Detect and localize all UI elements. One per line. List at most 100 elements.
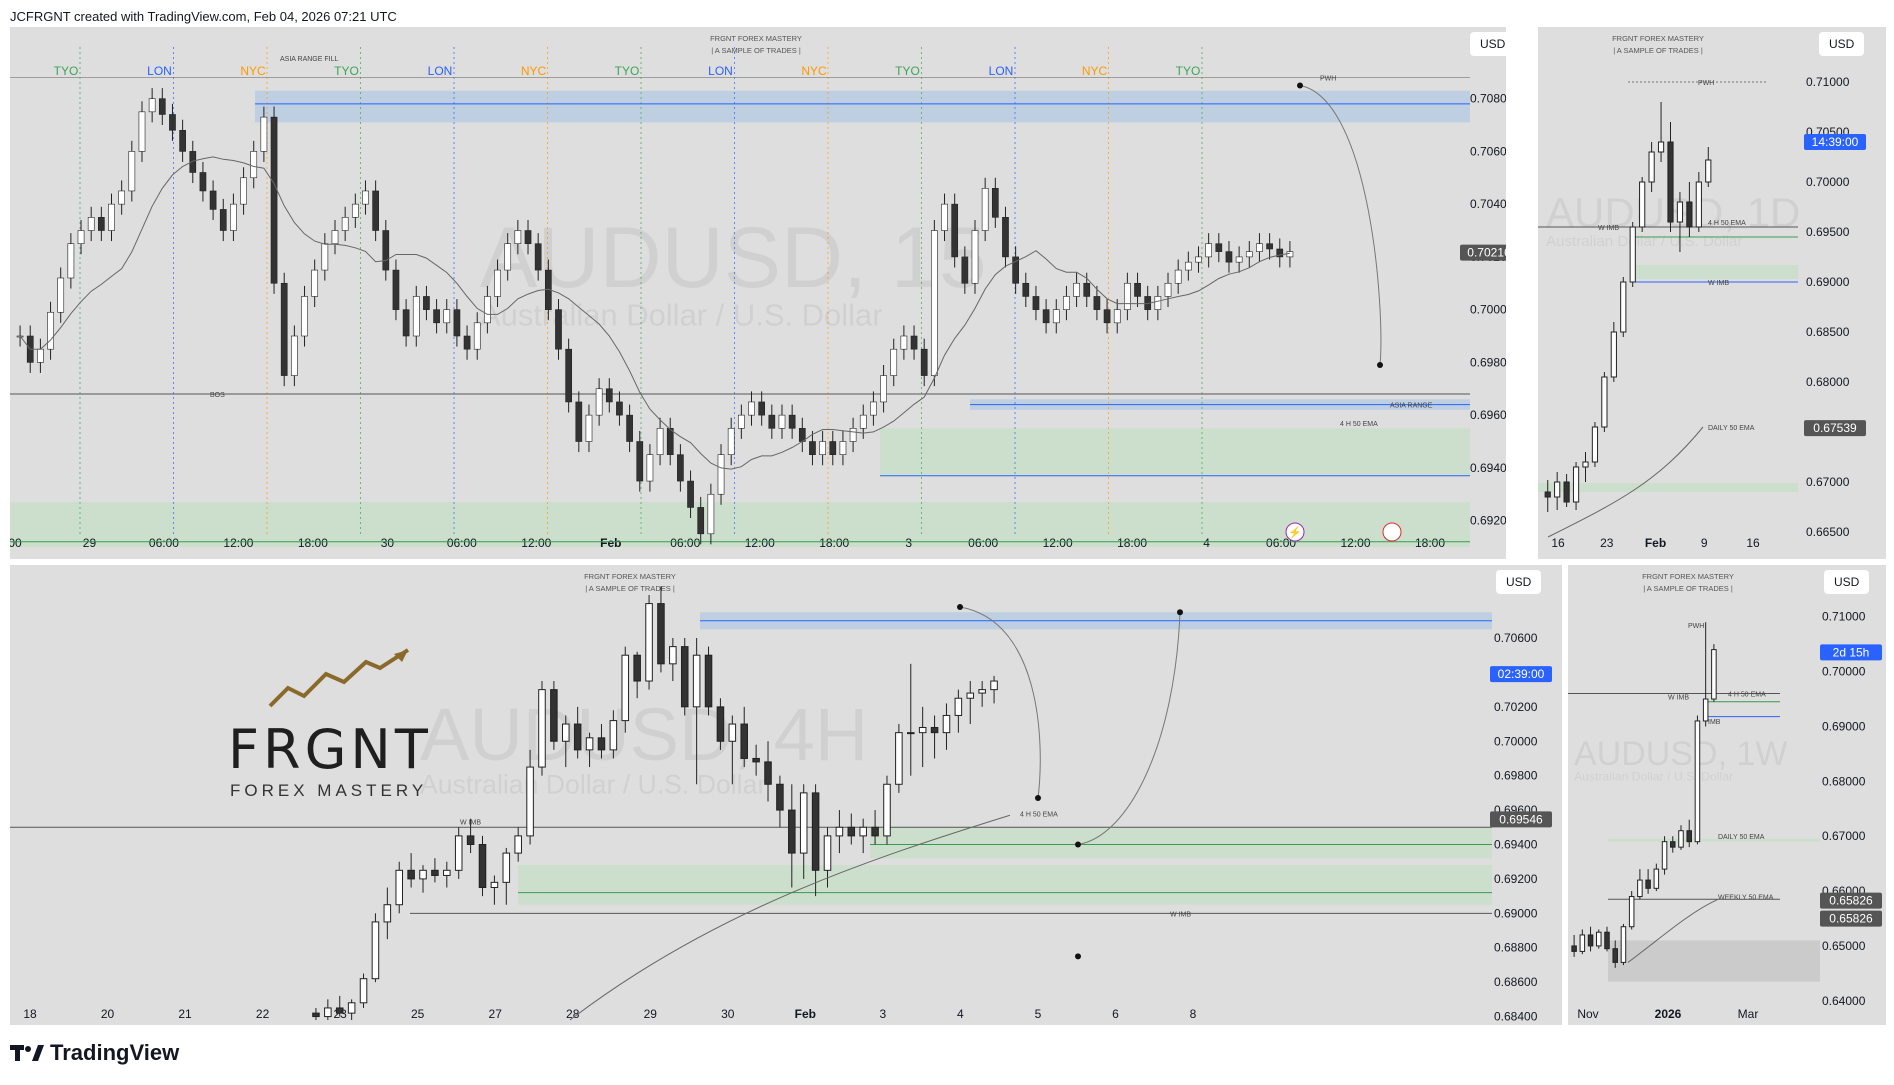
x-tick-label: 00 [10, 536, 22, 550]
candle-body [1134, 282, 1141, 297]
bos-label: BOS [210, 392, 225, 399]
trade-dot-3 [1075, 953, 1081, 960]
candle-body [849, 428, 857, 442]
ema-price-badge: 0.69546 [1499, 812, 1543, 826]
candle-body [1083, 282, 1091, 297]
candle-body [87, 217, 95, 231]
chart-panel-4h[interactable]: AUDUSD, 4H Australian Dollar / U.S. Dolla… [10, 565, 1562, 1025]
candle-body [1645, 879, 1651, 889]
y-tick-label: 0.68000 [1806, 375, 1850, 389]
trade-entry-dot [957, 604, 963, 611]
trade-target-dot-2 [1177, 609, 1183, 616]
session-label: TYO [54, 64, 79, 78]
x-tick-label: 5 [1035, 1007, 1042, 1021]
ema-price-badge-bg [1804, 420, 1866, 437]
candle-body [1124, 282, 1131, 310]
chart-title: FRGNT FOREX MASTERY [1612, 34, 1704, 43]
chart-panel-15m[interactable]: TYO LON NYC TYO LON NYC TYO LON NYC TYO LON NYC TYO A… [10, 27, 1506, 559]
ema-4h-label: 4 H 50 EMA [1728, 692, 1766, 699]
candle-body [443, 869, 451, 876]
candle-body [930, 726, 939, 734]
candle-body [1113, 309, 1121, 324]
candle-body [565, 348, 572, 403]
candle-body [900, 335, 908, 350]
tradingview-logo-text: TradingView [50, 1040, 180, 1065]
y-tick-label: 0.67000 [1822, 829, 1866, 843]
session-label: NYC [801, 64, 827, 78]
candle-body [1235, 256, 1243, 263]
candle-body [895, 732, 903, 785]
session-label: LON [989, 64, 1014, 78]
y-tick-label: 0.70000 [1470, 303, 1506, 317]
ema-4h-label: 4 H 50 EMA [1340, 421, 1378, 428]
candle-body [514, 230, 522, 245]
trade-entry-dot [1297, 82, 1303, 89]
session-label: NYC [240, 64, 266, 78]
currency-button[interactable]: USD [1824, 570, 1870, 594]
candle-body [383, 904, 392, 923]
pwh-label: PWH [1320, 76, 1336, 83]
candle-body [847, 826, 856, 837]
candle-body [118, 190, 126, 205]
x-tick-label: 4 [1203, 536, 1210, 550]
candle-timer-badge-bg [1820, 644, 1882, 661]
ema-price-badge-2-bg [1820, 910, 1882, 927]
candle-body [550, 689, 558, 742]
tradingview-logo[interactable]: TradingView [10, 1040, 179, 1066]
candle-body [920, 348, 928, 376]
candle-body [1657, 141, 1665, 153]
candle-body [77, 230, 85, 245]
x-tick-label: 18:00 [298, 536, 328, 550]
session-label: TYO [615, 64, 640, 78]
weekly-ema-label: WEEKLY 50 EMA [1718, 895, 1774, 902]
candle-body [351, 203, 359, 218]
x-tick-label: 18 [23, 1007, 37, 1021]
chart-svg-15m[interactable]: TYO LON NYC TYO LON NYC TYO LON NYC TYO LON NYC TYOA… [10, 27, 1506, 559]
candle-body [1266, 243, 1273, 250]
candle-body [646, 454, 654, 482]
currency-button[interactable]: USD [1470, 32, 1506, 56]
x-tick-label: 30 [381, 536, 395, 550]
us-flag-event-icon [1382, 522, 1402, 542]
candle-body [788, 809, 796, 854]
candle-body [636, 441, 644, 482]
candle-body [1601, 376, 1608, 428]
candle-body [727, 428, 735, 455]
lightning-icon-glyph: ⚡ [1288, 526, 1302, 539]
trade-path-arrow [1299, 84, 1382, 366]
candle-body [412, 296, 420, 337]
candle-body [240, 177, 247, 205]
currency-button[interactable]: USD [1496, 570, 1542, 594]
candle-body [331, 230, 339, 245]
candle-body [871, 826, 879, 837]
candle-body [1012, 256, 1019, 284]
candle-body [941, 203, 948, 231]
candle-body [423, 296, 430, 310]
session-label: TYO [334, 64, 359, 78]
y-tick-label: 0.68600 [1494, 975, 1538, 989]
symbol-watermark: AUDUSD, 4H [420, 693, 868, 776]
candle-body [362, 190, 369, 205]
currency-button[interactable]: USD [1819, 32, 1865, 56]
candle-body [209, 190, 217, 210]
candle-body [883, 783, 891, 837]
candle-body [359, 978, 368, 1004]
candle-body [990, 680, 998, 691]
candle-body [835, 826, 844, 837]
x-tick-label: 8 [1190, 1007, 1197, 1021]
candle-body [1702, 698, 1709, 722]
asia-range-fill-label: ASIA RANGE FILL [280, 56, 338, 63]
candle-body [1073, 282, 1080, 297]
symbol-watermark: AUDUSD, 1W [1574, 735, 1787, 773]
x-tick-label: 06:00 [447, 536, 477, 550]
x-tick-label: 18:00 [819, 536, 849, 550]
chart-panel-weekly[interactable]: AUDUSD, 1W Australian Dollar / U.S. Dolla… [1568, 565, 1886, 1025]
candle-body [1032, 296, 1040, 310]
candle-body [473, 322, 481, 350]
candle-body [1184, 261, 1192, 271]
candle-body [616, 401, 623, 416]
